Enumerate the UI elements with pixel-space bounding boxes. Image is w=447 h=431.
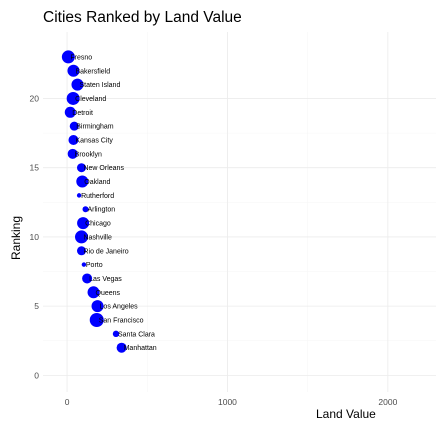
data-point	[68, 135, 79, 145]
data-point	[71, 78, 84, 91]
point-label: Chicago	[85, 221, 111, 228]
data-point	[76, 163, 86, 173]
data-point	[89, 313, 104, 327]
data-point	[81, 262, 87, 267]
data-point	[61, 50, 75, 64]
data-point	[74, 230, 88, 244]
data-point	[67, 148, 78, 159]
point-labels: Fresno Bakersfield Staten Island Cleveland D…	[70, 54, 156, 352]
point-label: Queens	[96, 290, 121, 297]
data-point	[69, 121, 79, 131]
y-axis-title: Ranking	[9, 216, 23, 260]
point-label: Las Vegas	[89, 276, 122, 283]
data-point	[76, 193, 82, 198]
point-label: Cleveland	[75, 96, 106, 103]
data-points	[61, 50, 127, 353]
x-tick-label: 0	[65, 397, 70, 407]
data-point	[116, 342, 127, 353]
data-point	[112, 330, 120, 338]
point-label: Nashville	[83, 234, 112, 241]
y-tick-label: 0	[34, 370, 39, 380]
data-point	[64, 106, 76, 118]
point-label: Kansas City	[75, 138, 113, 145]
y-tick-label: 10	[30, 232, 40, 242]
y-tick-label: 20	[30, 93, 40, 103]
point-label: Detroit	[72, 110, 93, 117]
data-point	[66, 91, 80, 105]
point-label: Los Angeles	[100, 304, 139, 311]
axis-ticks: 0 1000 2000 0 5 10 15 20	[30, 93, 398, 407]
point-label: Porto	[86, 262, 103, 269]
point-label: Bakersfield	[75, 68, 110, 75]
data-point	[76, 246, 86, 256]
grid	[43, 32, 436, 392]
data-point	[67, 64, 80, 77]
data-point	[76, 175, 89, 188]
point-label: Birmingham	[76, 124, 114, 131]
y-tick-label: 5	[34, 301, 39, 311]
point-label: Fresno	[70, 54, 92, 61]
data-point	[77, 217, 90, 230]
point-label: Staten Island	[79, 82, 120, 89]
point-label: Rutherford	[81, 193, 114, 200]
point-label: Santa Clara	[118, 331, 155, 338]
point-label: San Francisco	[99, 318, 144, 325]
point-label: New Orleans	[83, 165, 124, 172]
data-point	[82, 206, 89, 213]
x-tick-label: 2000	[378, 397, 397, 407]
point-label: Arlington	[88, 207, 116, 214]
y-tick-label: 15	[30, 163, 40, 173]
point-label: Rio de Janeiro	[83, 248, 128, 255]
data-point	[91, 300, 104, 313]
data-point	[82, 273, 93, 284]
chart-title: Cities Ranked by Land Value	[43, 9, 242, 26]
point-label: Manhattan	[124, 345, 157, 352]
point-label: Oakland	[84, 179, 110, 186]
x-axis-title: Land Value	[316, 407, 376, 421]
point-label: Brooklyn	[75, 151, 102, 158]
x-tick-label: 1000	[218, 397, 237, 407]
data-point	[87, 286, 100, 299]
